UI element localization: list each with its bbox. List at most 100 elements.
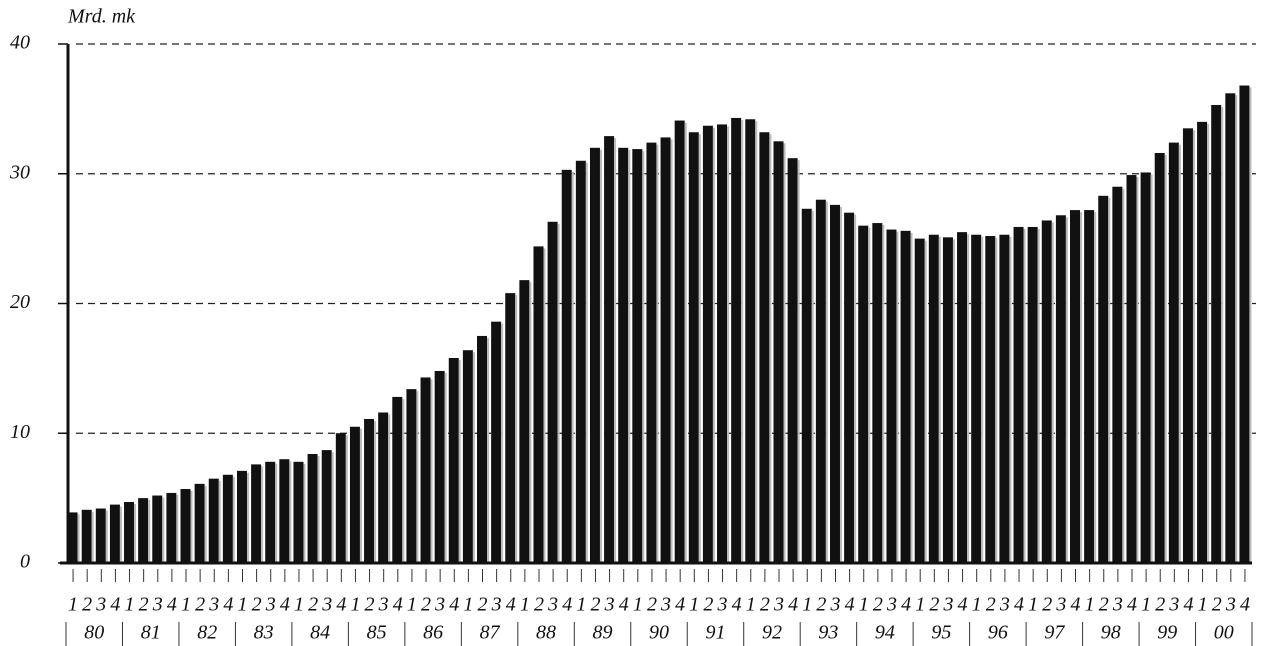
- x-tick-label: 4: [958, 594, 968, 616]
- x-tick-label: 4: [1240, 594, 1250, 616]
- bar: [251, 464, 262, 563]
- x-tick-label: 2: [986, 594, 996, 616]
- x-tick-label: 3: [999, 594, 1010, 616]
- x-tick-label: 3: [152, 594, 163, 616]
- bar-shade: [599, 149, 602, 564]
- x-tick-label: 2: [703, 594, 713, 616]
- bar: [420, 377, 431, 563]
- bar-shade: [839, 206, 842, 563]
- bar-shade: [176, 494, 179, 563]
- bar: [900, 230, 911, 563]
- bar-shade: [938, 236, 941, 564]
- bar: [1154, 152, 1165, 564]
- x-tick-label: 4: [562, 594, 572, 616]
- bar: [674, 120, 685, 564]
- bar: [194, 483, 205, 563]
- x-tick-label: 2: [1155, 594, 1165, 616]
- group-label: 96: [988, 622, 1008, 644]
- bar: [589, 147, 600, 564]
- group-label: 89: [593, 622, 613, 644]
- bar: [688, 132, 699, 564]
- bar: [364, 418, 375, 563]
- bar: [787, 158, 798, 563]
- bar-shade: [952, 239, 955, 563]
- x-tick-label: 1: [576, 594, 586, 616]
- bar: [971, 234, 982, 564]
- bar-shade: [472, 352, 475, 563]
- group-label: 97: [1044, 622, 1065, 644]
- group-label: 80: [84, 622, 104, 644]
- bar: [1055, 215, 1066, 563]
- x-tick-label: 4: [167, 594, 177, 616]
- bar-shade: [769, 134, 772, 564]
- x-tick-label: 3: [1168, 594, 1179, 616]
- bar: [81, 509, 92, 563]
- x-tick-label: 4: [280, 594, 290, 616]
- bar-shade: [684, 122, 687, 564]
- bar: [236, 470, 247, 563]
- bar: [618, 147, 629, 564]
- bar-shade: [275, 463, 278, 563]
- x-tick-label: 2: [1042, 594, 1052, 616]
- bar: [67, 512, 78, 563]
- bar-shade: [246, 472, 249, 563]
- bar-shade: [1221, 106, 1224, 564]
- bar-shade: [1023, 228, 1026, 563]
- bar-shade: [967, 234, 970, 563]
- bar-shade: [1122, 188, 1125, 563]
- x-tick-label: 3: [886, 594, 897, 616]
- x-tick-label: 2: [873, 594, 883, 616]
- group-label: 95: [931, 622, 951, 644]
- bar-shade: [557, 223, 560, 563]
- x-tick-label: 2: [139, 594, 149, 616]
- y-axis-label: Mrd. mk: [67, 6, 136, 28]
- x-tick-label: 1: [972, 594, 982, 616]
- x-tick-label: 3: [660, 594, 671, 616]
- bar-shade: [924, 240, 927, 563]
- x-tick-label: 4: [393, 594, 403, 616]
- bar: [448, 357, 459, 563]
- bar-shade: [628, 149, 631, 564]
- bar-shade: [1207, 123, 1210, 563]
- x-tick-label: 3: [773, 594, 784, 616]
- bar-shade: [317, 456, 320, 563]
- bar-shade: [487, 337, 490, 563]
- bar-shade: [444, 372, 447, 563]
- group-label: 98: [1101, 622, 1121, 644]
- bar: [265, 461, 276, 563]
- bar-shade: [727, 126, 730, 563]
- bar-shade: [755, 121, 758, 563]
- bar-shade: [77, 514, 80, 563]
- bar: [660, 137, 671, 564]
- x-tick-label: 4: [1014, 594, 1024, 616]
- x-tick-label: 3: [321, 594, 332, 616]
- x-tick-label: 2: [760, 594, 770, 616]
- bar-shade: [458, 359, 461, 563]
- bar: [1182, 128, 1193, 563]
- bar: [1225, 93, 1236, 564]
- bar: [844, 212, 855, 564]
- bar-shade: [1136, 177, 1139, 564]
- bar: [773, 141, 784, 563]
- x-tick-label: 3: [434, 594, 445, 616]
- bar: [1211, 104, 1222, 564]
- group-label: 92: [762, 622, 782, 644]
- bar: [829, 204, 840, 563]
- x-tick-label: 2: [308, 594, 318, 616]
- bar: [208, 478, 219, 563]
- bar: [632, 149, 643, 563]
- bar: [999, 234, 1010, 564]
- x-tick-label: 4: [1071, 594, 1081, 616]
- x-tick-label: 3: [265, 594, 276, 616]
- bar: [1140, 172, 1151, 563]
- bar-shade: [303, 463, 306, 563]
- bar-shade: [1178, 144, 1181, 564]
- bar: [392, 396, 403, 563]
- bar-shade: [741, 119, 744, 564]
- x-tick-label: 2: [590, 594, 600, 616]
- bar: [1126, 175, 1137, 564]
- bar: [434, 370, 445, 563]
- x-tick-label: 1: [407, 594, 417, 616]
- bar-shade: [981, 236, 984, 564]
- bar: [307, 454, 318, 563]
